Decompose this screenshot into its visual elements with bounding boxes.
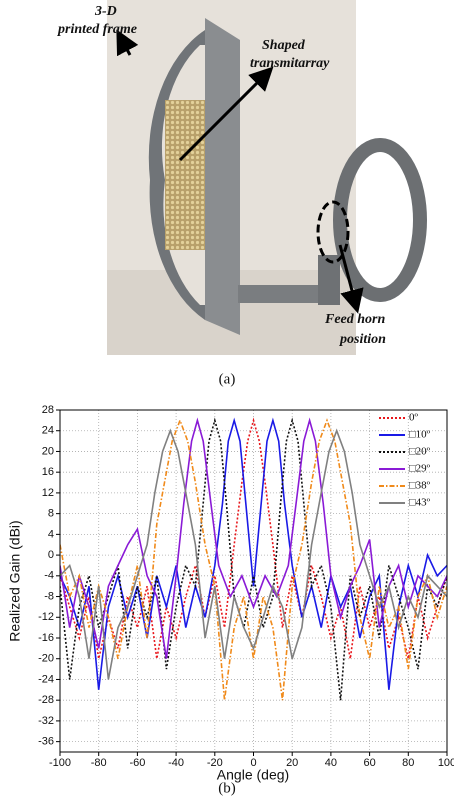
y-tick-label: 4: [48, 528, 54, 540]
x-tick-label: 80: [402, 757, 414, 769]
annotation: Feed horn: [324, 312, 386, 327]
x-tick-label: -100: [49, 757, 71, 769]
feed-horn: [318, 255, 340, 305]
legend-label: □29º: [409, 463, 431, 475]
arrow: [178, 66, 274, 162]
caption: (a): [219, 371, 236, 387]
series-line: [60, 417, 447, 701]
x-tick-label: -40: [168, 757, 184, 769]
y-tick-label: 24: [42, 425, 54, 437]
y-tick-label: -20: [38, 653, 54, 665]
frame-plate: [205, 18, 240, 335]
series-line: [60, 417, 447, 690]
annotation: position: [339, 332, 386, 347]
series-line: [60, 417, 447, 659]
annotation: printed frame: [57, 22, 137, 37]
x-tick-label: 100: [438, 757, 454, 769]
series-group: [60, 417, 447, 701]
x-tick-label: -80: [91, 757, 107, 769]
y-tick-label: 0: [48, 549, 54, 561]
legend-label: □10º: [409, 429, 431, 441]
x-tick-label: 0: [250, 757, 256, 769]
arrow: [338, 244, 364, 314]
y-tick-label: 12: [42, 487, 54, 499]
y-tick-label: 20: [42, 445, 54, 457]
series-line: [60, 428, 447, 680]
photo: [107, 0, 427, 355]
y-axis-label: Realized Gain (dBi): [7, 520, 23, 641]
feed-arm: [238, 285, 328, 303]
y-tick-label: 16: [42, 466, 54, 478]
y-tick-label: -32: [38, 715, 54, 727]
arrow: [116, 29, 139, 57]
feed-highlight: [316, 200, 350, 264]
x-tick-label: -60: [129, 757, 145, 769]
y-tick-label: -36: [38, 736, 54, 748]
annotation: transmitarray: [250, 56, 330, 71]
chart: 2824201612840-4-8-12-16-20-24-28-32-36-1…: [38, 404, 454, 769]
y-tick-label: 28: [42, 404, 54, 416]
legend-label: □20º: [409, 446, 431, 458]
x-tick-label: 20: [286, 757, 298, 769]
legend-label: □43º: [409, 497, 431, 509]
annotation: 3-D: [94, 4, 117, 19]
ring-holder: [333, 138, 427, 302]
x-tick-label: 60: [363, 757, 375, 769]
transmitarray-mesh: [165, 100, 205, 250]
x-tick-label: -20: [207, 757, 223, 769]
legend-label: □38º: [409, 480, 431, 492]
series-line: [60, 417, 447, 659]
y-tick-label: -24: [38, 673, 54, 685]
legend-label: 0º: [409, 412, 419, 424]
x-tick-label: 40: [325, 757, 337, 769]
x-axis-label: Angle (deg): [217, 767, 289, 783]
y-tick-label: -4: [44, 570, 54, 582]
y-tick-label: -16: [38, 632, 54, 644]
y-tick-label: -12: [38, 611, 54, 623]
plot-frame: [59, 409, 448, 753]
caption: (b): [218, 780, 236, 796]
y-tick-label: 8: [48, 508, 54, 520]
y-tick-label: -28: [38, 694, 54, 706]
annotation: Shaped: [262, 38, 306, 53]
y-tick-label: -8: [44, 590, 54, 602]
